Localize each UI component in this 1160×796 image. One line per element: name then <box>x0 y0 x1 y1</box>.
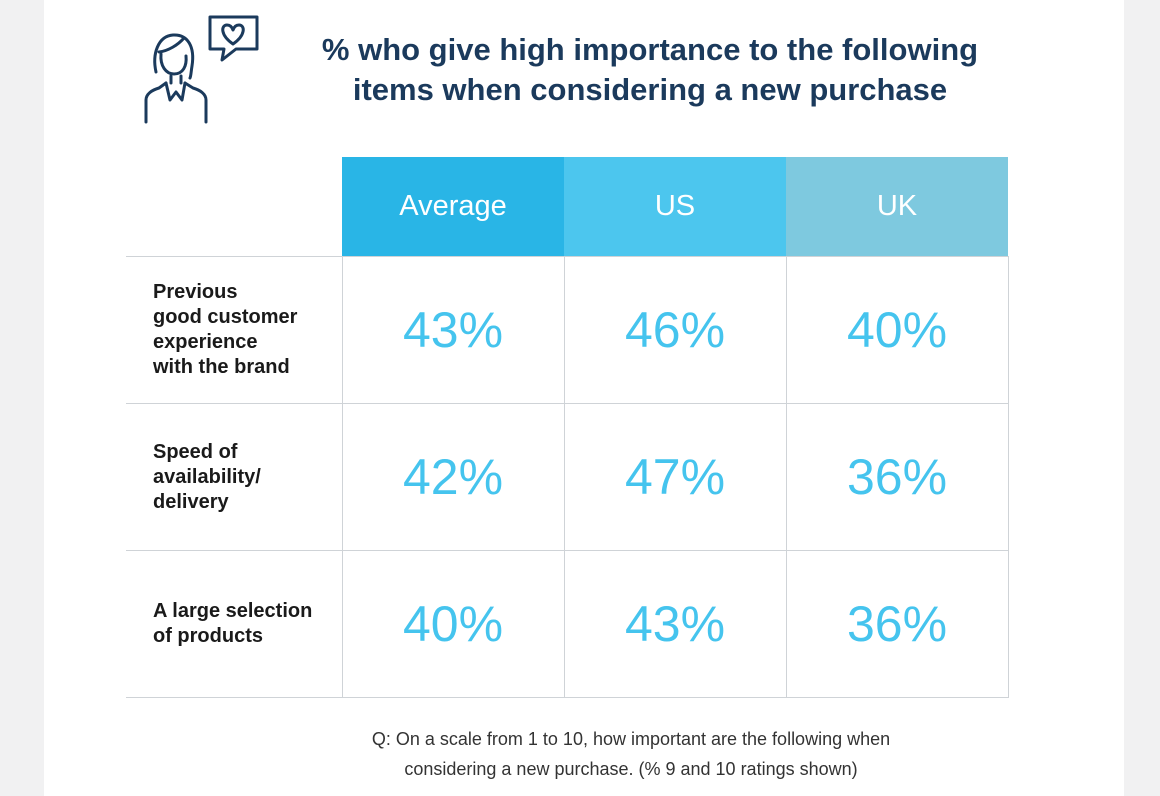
value-cell-average: 40% <box>341 550 564 698</box>
row-label-line: of products <box>153 625 263 647</box>
value-cell-average: 43% <box>341 256 564 404</box>
row-label-line: availability/ <box>153 465 261 488</box>
footnote-line-1: Q: On a scale from 1 to 10, how importan… <box>371 729 891 749</box>
table-row: Speed of availability/ delivery 42% 47% … <box>126 403 1009 551</box>
column-header-us: US <box>564 157 786 257</box>
value-cell-average: 42% <box>341 403 564 551</box>
comparison-table: Average US UK Previous good customer exp… <box>126 157 1009 698</box>
table-row: Previous good customer experience with t… <box>126 256 1009 404</box>
column-header-average: Average <box>342 157 564 257</box>
value-cell-uk: 36% <box>785 403 1009 551</box>
row-label-line: Speed of <box>153 440 238 463</box>
column-header-uk: UK <box>786 157 1008 257</box>
chart-title: % who give high importance to the follow… <box>270 30 1030 110</box>
value-cell-uk: 40% <box>785 256 1009 404</box>
table-row: A large selection of products 40% 43% 36… <box>126 550 1009 698</box>
row-label-product-selection: A large selection of products <box>126 550 342 698</box>
row-label-line: delivery <box>153 490 229 513</box>
row-label-line: good customer <box>153 306 298 328</box>
header-corner <box>126 157 342 257</box>
row-label-customer-experience: Previous good customer experience with t… <box>126 256 342 404</box>
person-with-heart-speech-bubble-icon <box>140 14 265 124</box>
value-cell-uk: 36% <box>785 550 1009 698</box>
row-label-line: A large selection <box>153 600 313 622</box>
row-label-line: Previous <box>153 281 238 303</box>
title-line-2: items when considering a new purchase <box>352 72 948 107</box>
row-label-line: with the brand <box>153 356 290 378</box>
value-cell-us: 47% <box>563 403 786 551</box>
value-cell-us: 43% <box>563 550 786 698</box>
footnote-line-2: considering a new purchase. (% 9 and 10 … <box>404 759 858 779</box>
survey-question-footnote: Q: On a scale from 1 to 10, how importan… <box>126 724 1136 784</box>
row-label-speed-delivery: Speed of availability/ delivery <box>126 403 342 551</box>
value-cell-us: 46% <box>563 256 786 404</box>
row-label-line: experience <box>153 331 258 353</box>
header-row: Average US UK <box>126 157 1008 257</box>
title-line-1: % who give high importance to the follow… <box>321 32 979 67</box>
